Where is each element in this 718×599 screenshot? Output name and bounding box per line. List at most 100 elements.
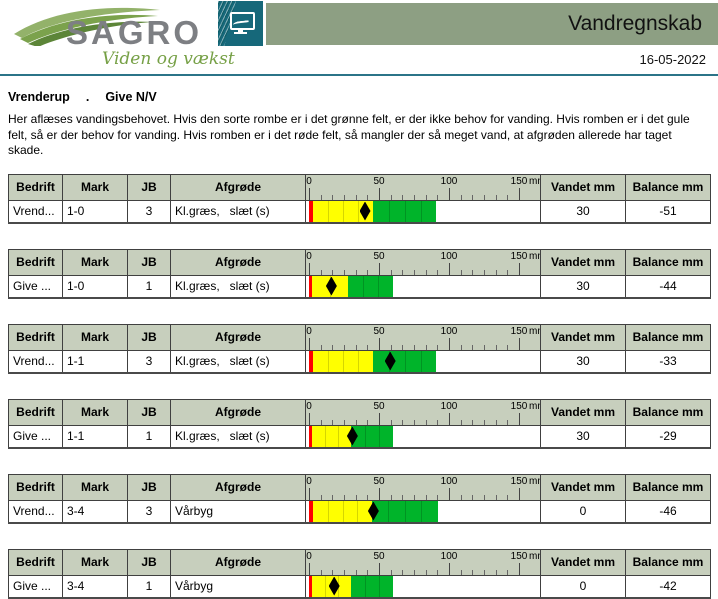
cell-gauge bbox=[305, 499, 541, 524]
green-zone bbox=[351, 575, 393, 596]
green-zone-divider bbox=[379, 575, 380, 596]
cell-mark: 3-4 bbox=[62, 499, 128, 524]
scale-minor-tick bbox=[367, 194, 369, 199]
water-gauge bbox=[306, 275, 540, 296]
col-header-afgrode: Afgrøde bbox=[170, 248, 306, 276]
cell-afgrode: Kl.græs, slæt (s) bbox=[170, 274, 306, 299]
scale-minor-tick bbox=[344, 419, 345, 424]
cell-vandet: 30 bbox=[540, 274, 626, 299]
scale-minor-tick bbox=[495, 569, 497, 574]
scale-minor-tick bbox=[390, 344, 392, 349]
col-header-jb: JB bbox=[127, 473, 171, 501]
scale-label: 100 bbox=[440, 475, 458, 487]
scale-minor-tick bbox=[390, 269, 392, 274]
col-header-scale: 0 50 100 150mm bbox=[305, 323, 541, 351]
scale-minor-tick bbox=[355, 344, 357, 349]
scale-minor-tick bbox=[472, 419, 474, 424]
yellow-zone bbox=[311, 425, 351, 446]
scale-minor-tick bbox=[437, 494, 439, 499]
col-header-balance: Balance mm bbox=[625, 473, 711, 501]
green-zone bbox=[348, 275, 393, 296]
yellow-zone-divider bbox=[337, 425, 339, 446]
scale-minor-tick bbox=[320, 569, 322, 574]
col-header-balance: Balance mm bbox=[625, 548, 711, 576]
cell-balance: -44 bbox=[625, 274, 711, 299]
col-header-scale: 0 50 100 150mm bbox=[305, 173, 541, 201]
scale-minor-tick bbox=[344, 344, 345, 349]
scale-minor-tick bbox=[414, 344, 415, 349]
scale-minor-tick bbox=[425, 194, 427, 199]
scale-minor-tick bbox=[355, 569, 357, 574]
scale-label: 100 bbox=[440, 250, 458, 262]
field-table: Bedrift Mark JB Afgrøde 0 50 100 150mm Vand… bbox=[8, 323, 711, 374]
red-zone bbox=[309, 200, 314, 221]
yellow-zone-divider bbox=[324, 575, 326, 596]
cell-balance: -51 bbox=[625, 199, 711, 224]
scale-minor-tick bbox=[484, 269, 485, 274]
field-table: Bedrift Mark JB Afgrøde 0 50 100 150mm Vand… bbox=[8, 398, 711, 449]
scale-major-tick bbox=[519, 187, 520, 199]
scale-minor-tick bbox=[390, 194, 392, 199]
cell-vandet: 30 bbox=[540, 424, 626, 449]
tables-container: Bedrift Mark JB Afgrøde 050100150mm Vand… bbox=[0, 173, 718, 599]
field-row: Give ... 3-4 1 Vårbyg 0 -42 bbox=[8, 574, 711, 599]
scale-label: 150 bbox=[510, 400, 528, 412]
yellow-zone-divider bbox=[343, 200, 345, 221]
gauge-ruler: 0 50 100 150mm bbox=[306, 550, 540, 574]
yellow-zone-divider bbox=[328, 350, 330, 371]
cell-jb: 3 bbox=[127, 199, 171, 224]
scale-minor-tick bbox=[332, 269, 334, 274]
scale-minor-tick bbox=[507, 569, 509, 574]
scale-minor-tick bbox=[367, 344, 369, 349]
legend-description: Her aflæses vandingsbehovet. Hvis den so… bbox=[8, 112, 690, 157]
cell-gauge bbox=[305, 574, 541, 599]
yellow-zone bbox=[313, 350, 374, 371]
water-gauge bbox=[306, 350, 540, 371]
scale-major-tick bbox=[379, 412, 380, 424]
scale-minor-tick bbox=[367, 419, 369, 424]
field-table-header-row: Bedrift Mark JB Afgrøde 0 50 100 150mm Vand… bbox=[8, 473, 711, 501]
scale-label: 150 bbox=[510, 475, 528, 487]
scale-minor-tick bbox=[344, 494, 345, 499]
section-title: Vrenderup. Give N/V bbox=[8, 90, 718, 104]
col-header-jb: JB bbox=[127, 323, 171, 351]
scale-minor-tick bbox=[425, 569, 427, 574]
col-header-bedrift: Bedrift bbox=[8, 473, 63, 501]
gauge-ruler: 0 50 100 150mm bbox=[307, 250, 540, 274]
scale-minor-tick bbox=[507, 419, 509, 424]
cell-mark: 1-1 bbox=[62, 349, 128, 374]
red-zone bbox=[309, 275, 312, 296]
scale-minor-tick bbox=[355, 494, 357, 499]
col-header-jb: JB bbox=[127, 248, 171, 276]
scale-minor-tick bbox=[495, 344, 497, 349]
cell-vandet: 0 bbox=[540, 499, 626, 524]
scale-minor-tick bbox=[460, 494, 462, 499]
col-header-jb: JB bbox=[127, 548, 171, 576]
scale-major-tick bbox=[309, 337, 310, 349]
scale-minor-tick bbox=[414, 494, 415, 499]
cell-gauge bbox=[305, 424, 541, 449]
col-header-scale: 0 50 100 150mm bbox=[305, 548, 541, 576]
scale-minor-tick bbox=[460, 194, 462, 199]
cell-balance: -42 bbox=[625, 574, 711, 599]
scale-major-tick bbox=[449, 562, 450, 574]
water-gauge bbox=[306, 200, 540, 221]
scale-minor-tick bbox=[472, 194, 474, 199]
scale-label: 150 bbox=[510, 250, 528, 262]
scale-label: 0 bbox=[306, 550, 312, 562]
report-header: SAGRO Viden og vækst Vandregnskab 16-05-… bbox=[0, 0, 718, 78]
scale-major-tick bbox=[449, 187, 450, 199]
green-zone bbox=[351, 425, 393, 446]
col-header-balance: Balance mm bbox=[625, 323, 711, 351]
scale-minor-tick bbox=[507, 194, 509, 199]
cell-jb: 3 bbox=[127, 349, 171, 374]
green-zone-divider bbox=[420, 200, 422, 221]
cell-balance: -29 bbox=[625, 424, 711, 449]
yellow-zone-divider bbox=[357, 500, 359, 521]
col-header-vandet: Vandet mm bbox=[540, 173, 626, 201]
scale-minor-tick bbox=[437, 269, 439, 274]
scale-minor-tick bbox=[367, 569, 369, 574]
scale-major-tick bbox=[379, 262, 380, 274]
scale-minor-tick bbox=[425, 269, 427, 274]
sagro-logo: SAGRO Viden og vækst bbox=[8, 2, 235, 72]
